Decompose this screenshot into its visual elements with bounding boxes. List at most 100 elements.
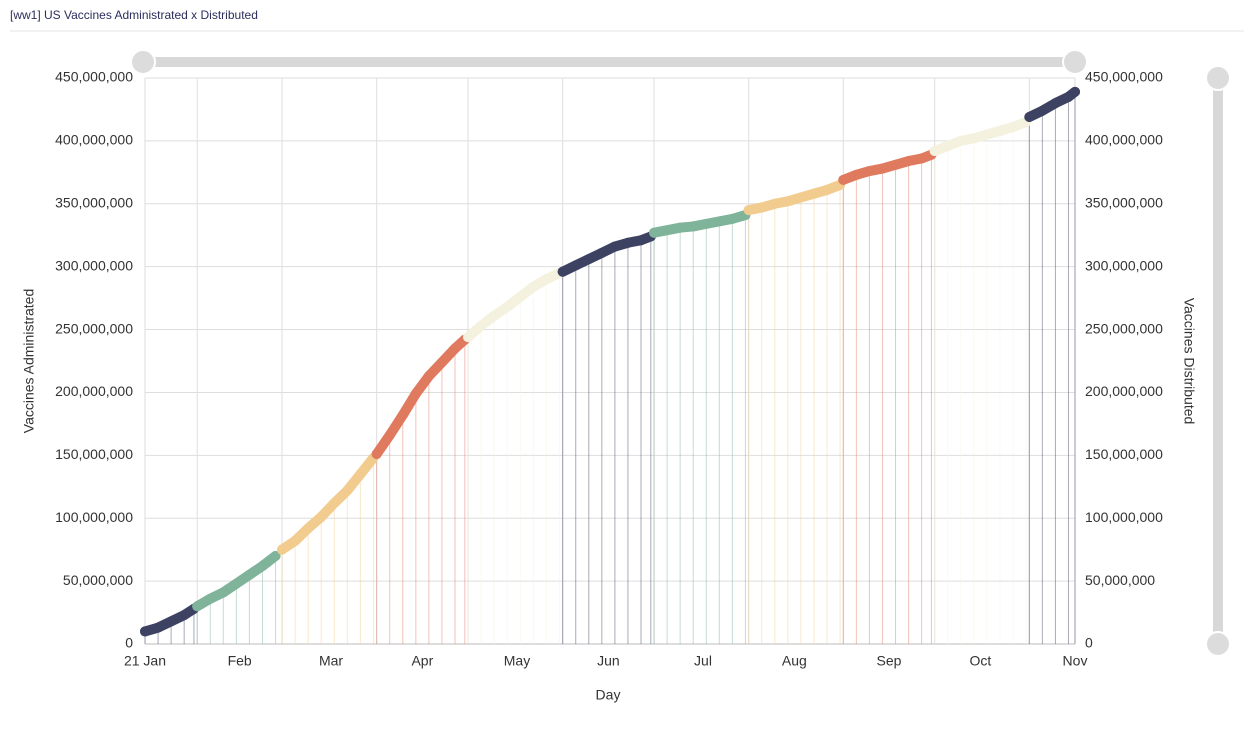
point xyxy=(153,622,164,633)
series xyxy=(140,86,1080,637)
y-tick-label: 150,000,000 xyxy=(55,446,133,462)
point xyxy=(557,266,568,277)
point xyxy=(994,125,1005,136)
y2-tick-label: 400,000,000 xyxy=(1085,132,1163,148)
point xyxy=(303,523,314,534)
point xyxy=(636,235,646,246)
y-tick-label: 50,000,000 xyxy=(63,572,133,588)
grid xyxy=(144,77,1076,645)
chart-title: [ww1] US Vaccines Administrated x Distri… xyxy=(10,8,258,22)
point xyxy=(622,237,633,248)
y-tick-label: 0 xyxy=(125,635,133,651)
point xyxy=(1037,105,1048,116)
point xyxy=(329,498,340,509)
vertical-slider-handle-bottom[interactable] xyxy=(1205,631,1231,657)
point xyxy=(609,241,620,252)
point xyxy=(423,371,434,382)
y-tick-label: 300,000,000 xyxy=(55,257,133,273)
y-tick-label: 200,000,000 xyxy=(55,383,133,399)
point xyxy=(808,188,819,199)
point xyxy=(1024,111,1035,122)
y2-tick-label: 250,000,000 xyxy=(1085,320,1163,336)
y2-axis-label: Vaccines Distributed xyxy=(1181,298,1197,425)
y2-tick-label: 0 xyxy=(1085,635,1093,651)
point xyxy=(864,166,875,177)
point xyxy=(662,225,673,236)
x-tick-label: Sep xyxy=(877,653,902,669)
point xyxy=(371,449,382,460)
point xyxy=(205,593,216,604)
x-axis-label: Day xyxy=(596,687,621,703)
point xyxy=(877,163,888,174)
y2-tick-label: 150,000,000 xyxy=(1085,446,1163,462)
point xyxy=(515,291,526,302)
x-tick-label: 21 Jan xyxy=(124,653,166,669)
point xyxy=(463,332,474,343)
point xyxy=(502,301,513,312)
point xyxy=(727,213,738,224)
point xyxy=(476,320,487,331)
x-tick-label: Oct xyxy=(969,653,991,669)
range-slider-handle-right[interactable] xyxy=(1062,49,1088,75)
point xyxy=(277,544,288,555)
point xyxy=(410,388,421,399)
vertical-slider-track[interactable] xyxy=(1213,78,1223,644)
point xyxy=(916,153,927,164)
drop-lines xyxy=(144,91,1076,644)
point xyxy=(675,222,686,233)
range-slider-track[interactable] xyxy=(143,57,1075,67)
y2-tick-label: 50,000,000 xyxy=(1085,572,1155,588)
vertical-slider-handle-top[interactable] xyxy=(1205,65,1231,91)
y2-tick-label: 100,000,000 xyxy=(1085,509,1163,525)
y-tick-label: 250,000,000 xyxy=(55,320,133,336)
point xyxy=(1070,86,1080,97)
point xyxy=(795,192,806,203)
point xyxy=(257,561,268,572)
range-slider-handle-left[interactable] xyxy=(130,49,156,75)
point xyxy=(192,601,203,612)
x-tick-label: Feb xyxy=(228,653,252,669)
x-tick-label: Aug xyxy=(782,653,807,669)
point xyxy=(166,616,177,627)
point xyxy=(290,535,301,546)
point xyxy=(270,550,281,561)
point xyxy=(355,469,366,480)
point xyxy=(929,145,940,156)
x-tick-label: Jun xyxy=(597,653,620,669)
point xyxy=(701,218,712,229)
point xyxy=(596,247,607,258)
y2-tick-label: 450,000,000 xyxy=(1085,69,1163,85)
point xyxy=(179,610,190,621)
point xyxy=(244,569,255,580)
x-tick-label: Nov xyxy=(1063,653,1088,669)
point xyxy=(450,343,460,354)
point xyxy=(890,159,901,170)
point xyxy=(541,274,552,285)
y-axis-label: Vaccines Administrated xyxy=(21,289,37,433)
x-tick-label: Jul xyxy=(694,653,712,669)
point xyxy=(838,174,849,185)
point xyxy=(436,357,447,368)
point xyxy=(528,281,539,292)
x-tick-label: Mar xyxy=(319,653,343,669)
point xyxy=(1008,122,1018,133)
point xyxy=(316,511,327,522)
point xyxy=(769,198,780,209)
point xyxy=(384,430,395,441)
point xyxy=(955,135,966,146)
x-tick-label: Apr xyxy=(411,653,433,669)
point xyxy=(851,169,862,180)
point xyxy=(489,310,500,321)
point xyxy=(756,202,767,213)
y-tick-label: 400,000,000 xyxy=(55,132,133,148)
point xyxy=(140,626,150,637)
point xyxy=(782,196,793,207)
point xyxy=(218,587,229,598)
y2-tick-label: 350,000,000 xyxy=(1085,194,1163,210)
point xyxy=(714,216,725,227)
point xyxy=(968,133,979,144)
point xyxy=(570,260,581,271)
point xyxy=(942,140,953,151)
